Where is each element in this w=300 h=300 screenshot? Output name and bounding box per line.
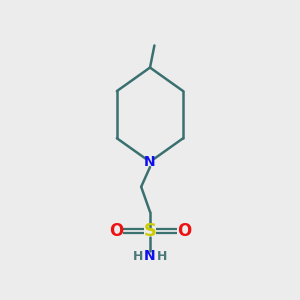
Text: O: O: [177, 222, 191, 240]
Text: H: H: [132, 250, 143, 262]
Text: S: S: [143, 222, 157, 240]
Text: N: N: [144, 249, 156, 263]
Text: O: O: [109, 222, 123, 240]
Text: N: N: [144, 155, 156, 169]
Text: H: H: [157, 250, 168, 262]
